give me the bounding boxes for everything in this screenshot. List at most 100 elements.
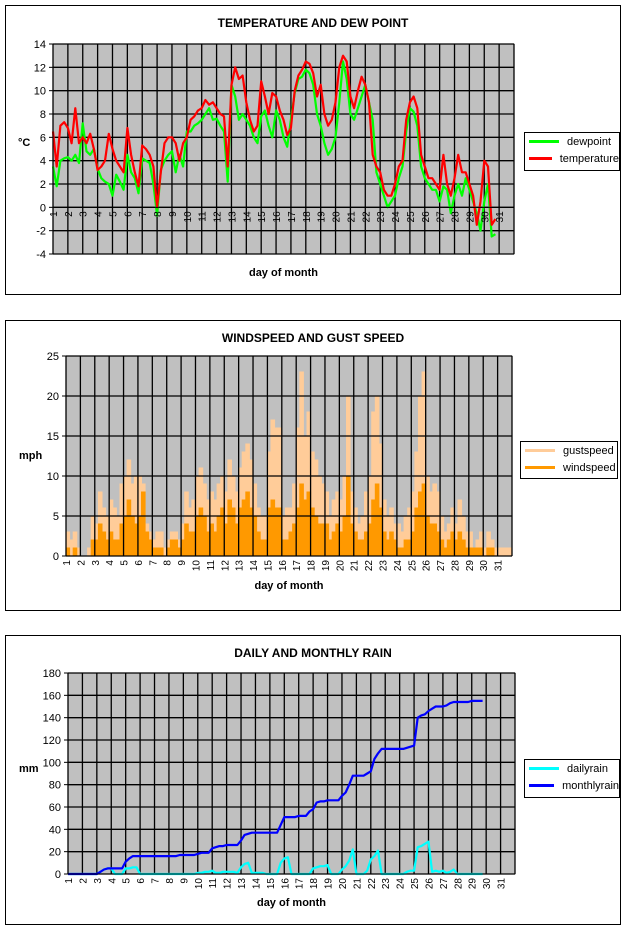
y-tick-label: 40 xyxy=(49,824,61,836)
x-tick-label: 29 xyxy=(465,560,476,572)
legend: gustspeed windspeed xyxy=(520,441,618,479)
x-tick-label: 17 xyxy=(287,211,298,223)
y-tick-label: 20 xyxy=(47,391,59,403)
x-tick-label: 18 xyxy=(302,211,313,223)
x-tick-label: 27 xyxy=(436,211,447,223)
x-tick-label: 11 xyxy=(198,211,209,222)
legend-item-temperature: temperature xyxy=(525,150,619,167)
x-tick-label: 3 xyxy=(91,560,102,566)
y-tick-label: 0 xyxy=(40,202,46,214)
x-tick-label: 16 xyxy=(280,878,291,890)
y-tick-label: 0 xyxy=(55,869,61,881)
chart-title: DAILY AND MONTHLY RAIN xyxy=(234,646,392,660)
y-tick-label: 12 xyxy=(34,62,46,74)
x-tick-label: 28 xyxy=(451,211,462,223)
x-tick-label: 31 xyxy=(495,211,506,223)
x-tick-label: 8 xyxy=(165,878,176,884)
x-tick-label: 24 xyxy=(393,560,404,572)
y-tick-label: 10 xyxy=(34,86,46,98)
x-tick-label: 2 xyxy=(76,560,87,566)
x-tick-label: 24 xyxy=(396,878,407,890)
x-tick-label: 27 xyxy=(436,560,447,572)
x-tick-label: 17 xyxy=(295,878,306,890)
rain-chart: DAILY AND MONTHLY RAIN 0 20 40 60 80 100 120 14… xyxy=(5,635,621,925)
legend-item-dewpoint: dewpoint xyxy=(525,133,619,150)
y-tick-label: 14 xyxy=(34,39,46,51)
x-tick-label: 26 xyxy=(424,878,435,890)
dewpoint-series xyxy=(51,60,496,238)
x-tick-label: 13 xyxy=(237,878,248,890)
x-tick-label: 13 xyxy=(227,211,238,223)
x-tick-label: 11 xyxy=(206,560,217,571)
x-tick-label: 10 xyxy=(183,211,194,223)
x-axis-label: day of month xyxy=(249,267,318,279)
monthlyrain-swatch xyxy=(529,784,555,787)
gustspeed-swatch xyxy=(525,449,555,452)
dailyrain-swatch xyxy=(529,767,559,770)
x-tick-label: 15 xyxy=(257,211,268,223)
y-axis-label: °C xyxy=(18,137,30,149)
x-tick-label: 29 xyxy=(465,211,476,223)
x-tick-label: 23 xyxy=(376,211,387,223)
x-tick-label: 30 xyxy=(479,560,490,572)
x-tick-label: 7 xyxy=(148,560,159,566)
x-tick-label: 27 xyxy=(439,878,450,890)
x-tick-label: 30 xyxy=(480,211,491,223)
x-tick-label: 24 xyxy=(391,211,402,223)
x-tick-label: 2 xyxy=(78,878,89,884)
x-tick-label: 13 xyxy=(235,560,246,572)
x-tick-label: 28 xyxy=(453,878,464,890)
x-tick-label: 25 xyxy=(406,211,417,223)
monthlyrain-series xyxy=(68,699,483,876)
legend: dewpoint temperature xyxy=(524,132,620,171)
legend-label: gustspeed xyxy=(563,444,614,457)
x-tick-label: 15 xyxy=(263,560,274,572)
x-tick-label: 6 xyxy=(123,211,134,217)
x-tick-label: 1 xyxy=(64,878,75,884)
x-tick-label: 28 xyxy=(450,560,461,572)
y-tick-label: 80 xyxy=(49,780,61,792)
x-tick-label: 3 xyxy=(93,878,104,884)
x-tick-label: 18 xyxy=(307,560,318,572)
y-tick-label: 10 xyxy=(47,471,59,483)
x-tick-label: 14 xyxy=(242,211,253,223)
x-tick-label: 17 xyxy=(292,560,303,572)
x-tick-label: 16 xyxy=(272,211,283,223)
x-tick-label: 18 xyxy=(309,878,320,890)
x-tick-label: 9 xyxy=(168,211,179,217)
x-tick-label: 10 xyxy=(194,878,205,890)
x-tick-label: 14 xyxy=(249,560,260,572)
x-tick-label: 30 xyxy=(482,878,493,890)
y-tick-label: 100 xyxy=(43,757,61,769)
temperature-swatch xyxy=(529,157,552,160)
x-tick-label: 5 xyxy=(120,560,131,566)
x-tick-label: 2 xyxy=(64,211,75,217)
wind-chart: WINDSPEED AND GUST SPEED 0 5 10 15 20 25 1 2 3 4 5… xyxy=(5,320,621,611)
x-tick-label: 23 xyxy=(379,560,390,572)
x-tick-label: 20 xyxy=(332,211,343,223)
x-tick-label: 14 xyxy=(251,878,262,890)
y-tick-label: 140 xyxy=(43,713,61,725)
legend-label: dailyrain xyxy=(567,762,608,775)
x-tick-label: 11 xyxy=(208,878,219,889)
x-tick-label: 1 xyxy=(62,560,73,566)
x-tick-label: 21 xyxy=(350,560,361,572)
dewpoint-swatch xyxy=(529,140,559,143)
temperature-series xyxy=(51,54,497,226)
x-tick-label: 31 xyxy=(497,878,508,890)
y-tick-label: 120 xyxy=(43,735,61,747)
x-tick-label: 1 xyxy=(49,211,60,217)
legend-item-windspeed: windspeed xyxy=(521,459,617,476)
x-tick-label: 25 xyxy=(407,560,418,572)
x-tick-label: 22 xyxy=(361,211,372,223)
x-tick-label: 5 xyxy=(108,211,119,217)
y-axis-label: mm xyxy=(19,763,39,775)
windspeed-swatch xyxy=(525,466,555,469)
temperature-chart: TEMPERATURE AND DEW POINT -4 -2 0 2 4 6 8 10 12 1… xyxy=(5,5,621,295)
y-tick-label: 20 xyxy=(49,847,61,859)
x-tick-label: 9 xyxy=(179,878,190,884)
x-tick-label: 8 xyxy=(153,211,164,217)
x-tick-label: 21 xyxy=(346,211,357,223)
